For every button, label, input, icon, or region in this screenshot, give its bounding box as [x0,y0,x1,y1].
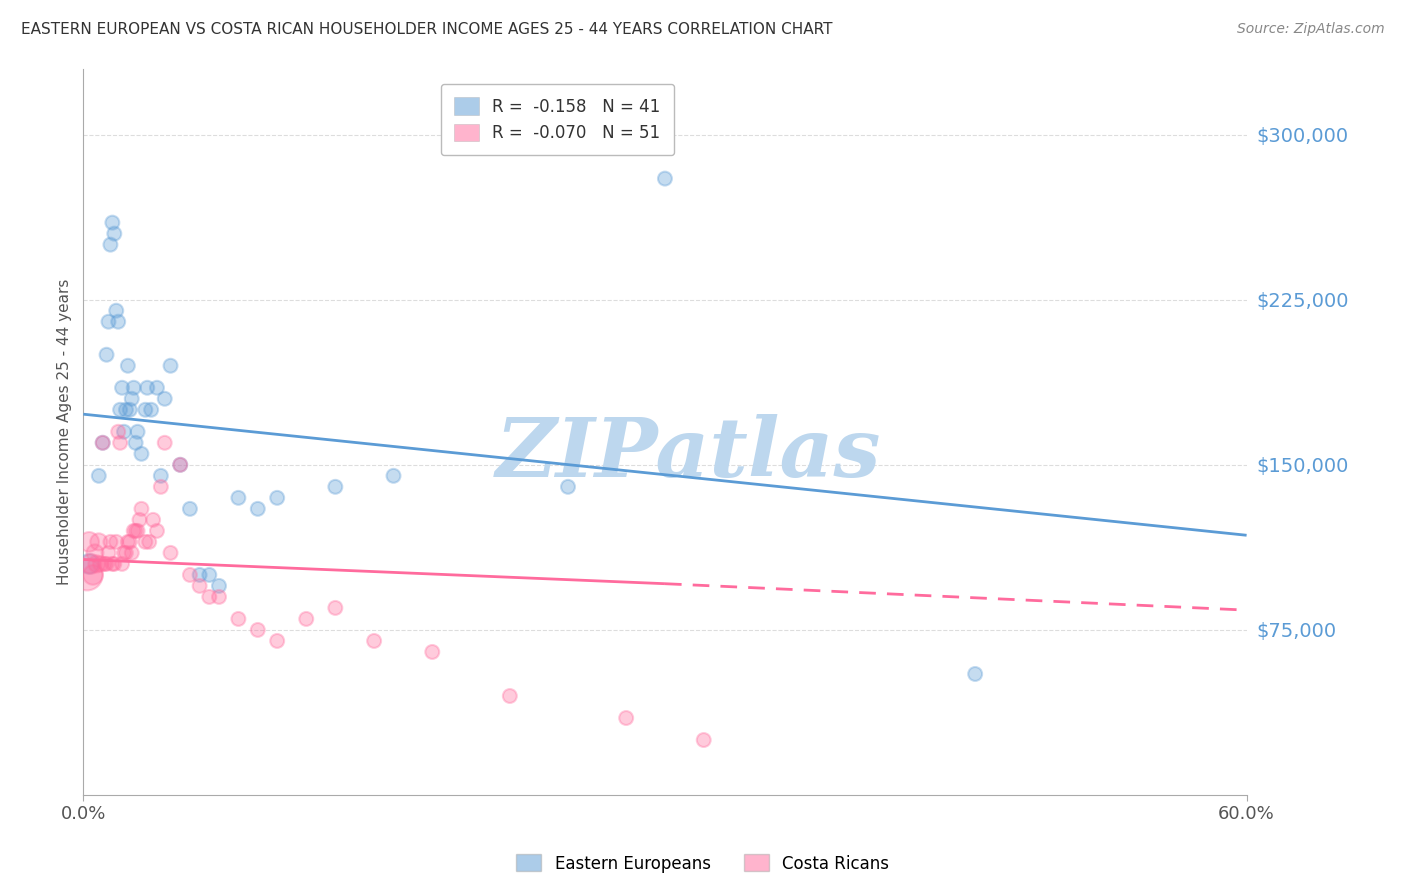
Point [103,227,125,241]
Point [122,381,145,395]
Point [117,534,139,549]
Point [115,402,138,417]
Point [128,513,150,527]
Point [82,568,104,582]
Point [107,425,129,439]
Text: Source: ZipAtlas.com: Source: ZipAtlas.com [1237,22,1385,37]
Point [136,381,159,395]
Point [111,381,134,395]
Y-axis label: Householder Income Ages 25 - 44 years: Householder Income Ages 25 - 44 years [58,278,72,585]
Point [138,534,160,549]
Point [96,557,118,571]
Point [100,237,122,252]
Point [90,557,112,571]
Point [325,601,347,615]
Point [115,546,138,560]
Point [112,546,135,560]
Point [159,359,181,373]
Point [153,392,176,406]
Point [208,579,231,593]
Point [363,634,385,648]
Point [198,568,221,582]
Point [246,501,269,516]
Point [557,480,579,494]
Point [101,216,124,230]
Point [103,557,125,571]
Point [100,534,122,549]
Point [159,546,181,560]
Point [86,557,108,571]
Point [693,733,716,747]
Point [118,402,141,417]
Point [499,689,522,703]
Point [654,171,676,186]
Point [121,392,143,406]
Point [246,623,269,637]
Point [124,435,146,450]
Text: ZIPatlas: ZIPatlas [495,414,882,493]
Point [169,458,191,472]
Point [146,524,169,538]
Point [105,534,128,549]
Point [146,381,169,395]
Point [111,557,134,571]
Point [112,425,135,439]
Point [179,501,201,516]
Point [77,534,100,549]
Point [127,524,149,538]
Point [108,402,131,417]
Point [208,590,231,604]
Point [965,667,987,681]
Legend: Eastern Europeans, Costa Ricans: Eastern Europeans, Costa Ricans [510,847,896,880]
Point [101,557,124,571]
Point [121,546,143,560]
Point [127,425,149,439]
Point [117,359,139,373]
Point [97,315,120,329]
Point [91,435,114,450]
Point [93,557,115,571]
Point [131,447,153,461]
Point [84,546,107,560]
Point [614,711,637,725]
Point [97,546,120,560]
Point [96,348,118,362]
Point [382,468,405,483]
Point [107,315,129,329]
Legend: R =  -0.158   N = 41, R =  -0.070   N = 51: R = -0.158 N = 41, R = -0.070 N = 51 [440,84,673,155]
Point [420,645,443,659]
Point [141,402,163,417]
Point [188,568,211,582]
Point [108,435,131,450]
Point [198,590,221,604]
Point [77,557,100,571]
Point [153,435,176,450]
Point [179,568,201,582]
Point [228,612,250,626]
Point [149,468,172,483]
Point [134,402,156,417]
Point [80,557,103,571]
Point [295,612,318,626]
Point [228,491,250,505]
Point [169,458,191,472]
Point [87,534,110,549]
Point [105,303,128,318]
Point [149,480,172,494]
Point [134,534,156,549]
Point [188,579,211,593]
Point [122,524,145,538]
Point [325,480,347,494]
Point [118,534,141,549]
Point [142,513,165,527]
Point [131,501,153,516]
Text: EASTERN EUROPEAN VS COSTA RICAN HOUSEHOLDER INCOME AGES 25 - 44 YEARS CORRELATIO: EASTERN EUROPEAN VS COSTA RICAN HOUSEHOL… [21,22,832,37]
Point [266,491,288,505]
Point [124,524,146,538]
Point [87,468,110,483]
Point [91,435,114,450]
Point [266,634,288,648]
Point [76,568,98,582]
